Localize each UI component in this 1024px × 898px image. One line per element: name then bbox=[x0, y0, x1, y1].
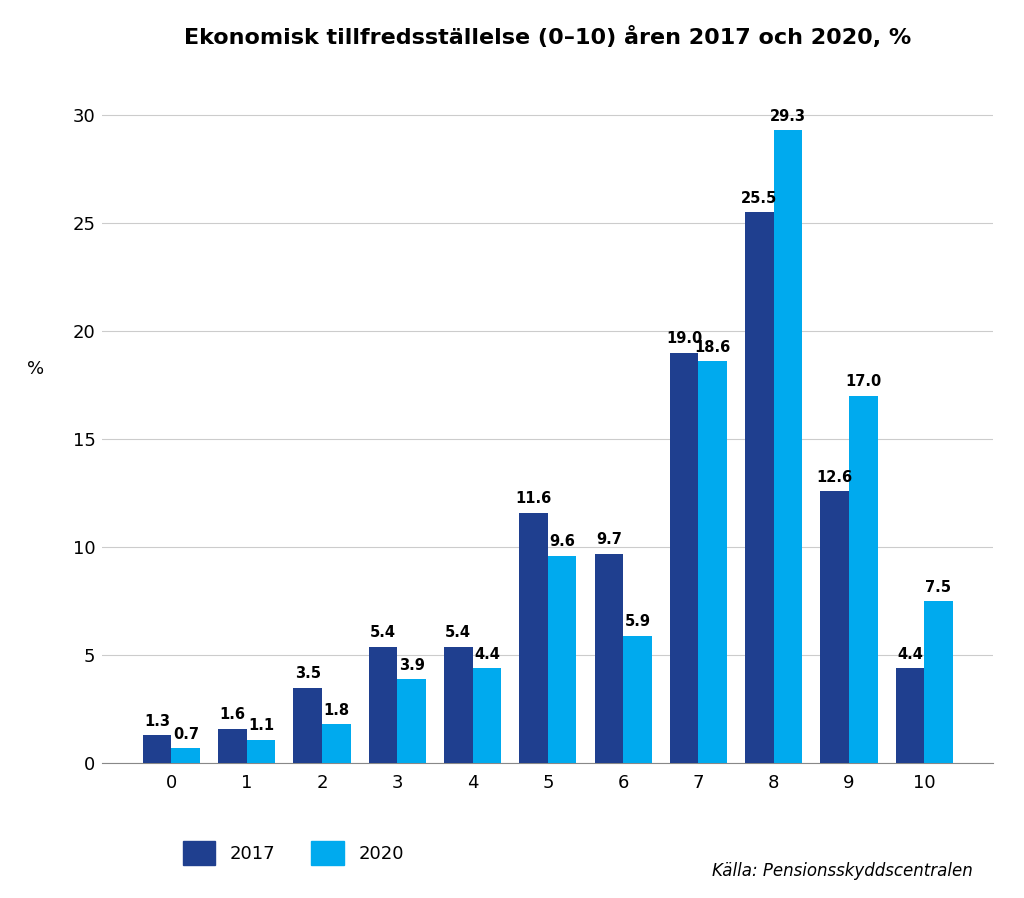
Text: 1.1: 1.1 bbox=[248, 718, 274, 733]
Bar bbox=[745, 212, 774, 763]
Bar bbox=[397, 679, 426, 763]
Bar bbox=[849, 396, 878, 763]
Bar bbox=[143, 735, 171, 763]
Bar bbox=[519, 513, 548, 763]
Text: 18.6: 18.6 bbox=[694, 340, 731, 355]
Text: 1.8: 1.8 bbox=[324, 703, 349, 718]
Bar bbox=[322, 725, 350, 763]
Bar bbox=[171, 748, 200, 763]
Bar bbox=[247, 740, 275, 763]
Text: 9.7: 9.7 bbox=[596, 533, 622, 547]
Bar bbox=[925, 602, 952, 763]
Text: 5.4: 5.4 bbox=[370, 625, 396, 640]
Text: %: % bbox=[27, 360, 44, 378]
Text: 7.5: 7.5 bbox=[926, 580, 951, 594]
Bar bbox=[218, 729, 247, 763]
Bar bbox=[698, 361, 727, 763]
Bar bbox=[369, 647, 397, 763]
Text: 0.7: 0.7 bbox=[173, 726, 199, 742]
Text: Källa: Pensionsskyddscentralen: Källa: Pensionsskyddscentralen bbox=[712, 862, 973, 880]
Text: 3.5: 3.5 bbox=[295, 666, 321, 682]
Bar bbox=[774, 130, 802, 763]
Text: 5.4: 5.4 bbox=[445, 625, 471, 640]
Text: 29.3: 29.3 bbox=[770, 109, 806, 124]
Text: 9.6: 9.6 bbox=[549, 534, 575, 550]
Text: 1.3: 1.3 bbox=[144, 714, 170, 729]
Text: 17.0: 17.0 bbox=[845, 374, 882, 390]
Bar bbox=[595, 554, 624, 763]
Text: 4.4: 4.4 bbox=[897, 647, 923, 662]
Legend: 2017, 2020: 2017, 2020 bbox=[182, 841, 403, 865]
Bar bbox=[670, 353, 698, 763]
Text: 4.4: 4.4 bbox=[474, 647, 500, 662]
Text: 11.6: 11.6 bbox=[515, 491, 552, 506]
Bar bbox=[294, 688, 322, 763]
Bar bbox=[624, 636, 651, 763]
Bar bbox=[472, 668, 501, 763]
Text: 19.0: 19.0 bbox=[666, 331, 702, 347]
Bar bbox=[548, 556, 577, 763]
Text: 25.5: 25.5 bbox=[741, 190, 777, 206]
Bar bbox=[896, 668, 925, 763]
Text: 1.6: 1.6 bbox=[219, 708, 246, 722]
Text: 3.9: 3.9 bbox=[398, 657, 425, 673]
Title: Ekonomisk tillfredsställelse (0–10) åren 2017 och 2020, %: Ekonomisk tillfredsställelse (0–10) åren… bbox=[184, 26, 911, 48]
Text: 12.6: 12.6 bbox=[816, 470, 853, 485]
Bar bbox=[820, 491, 849, 763]
Text: 5.9: 5.9 bbox=[625, 614, 650, 629]
Bar bbox=[444, 647, 472, 763]
